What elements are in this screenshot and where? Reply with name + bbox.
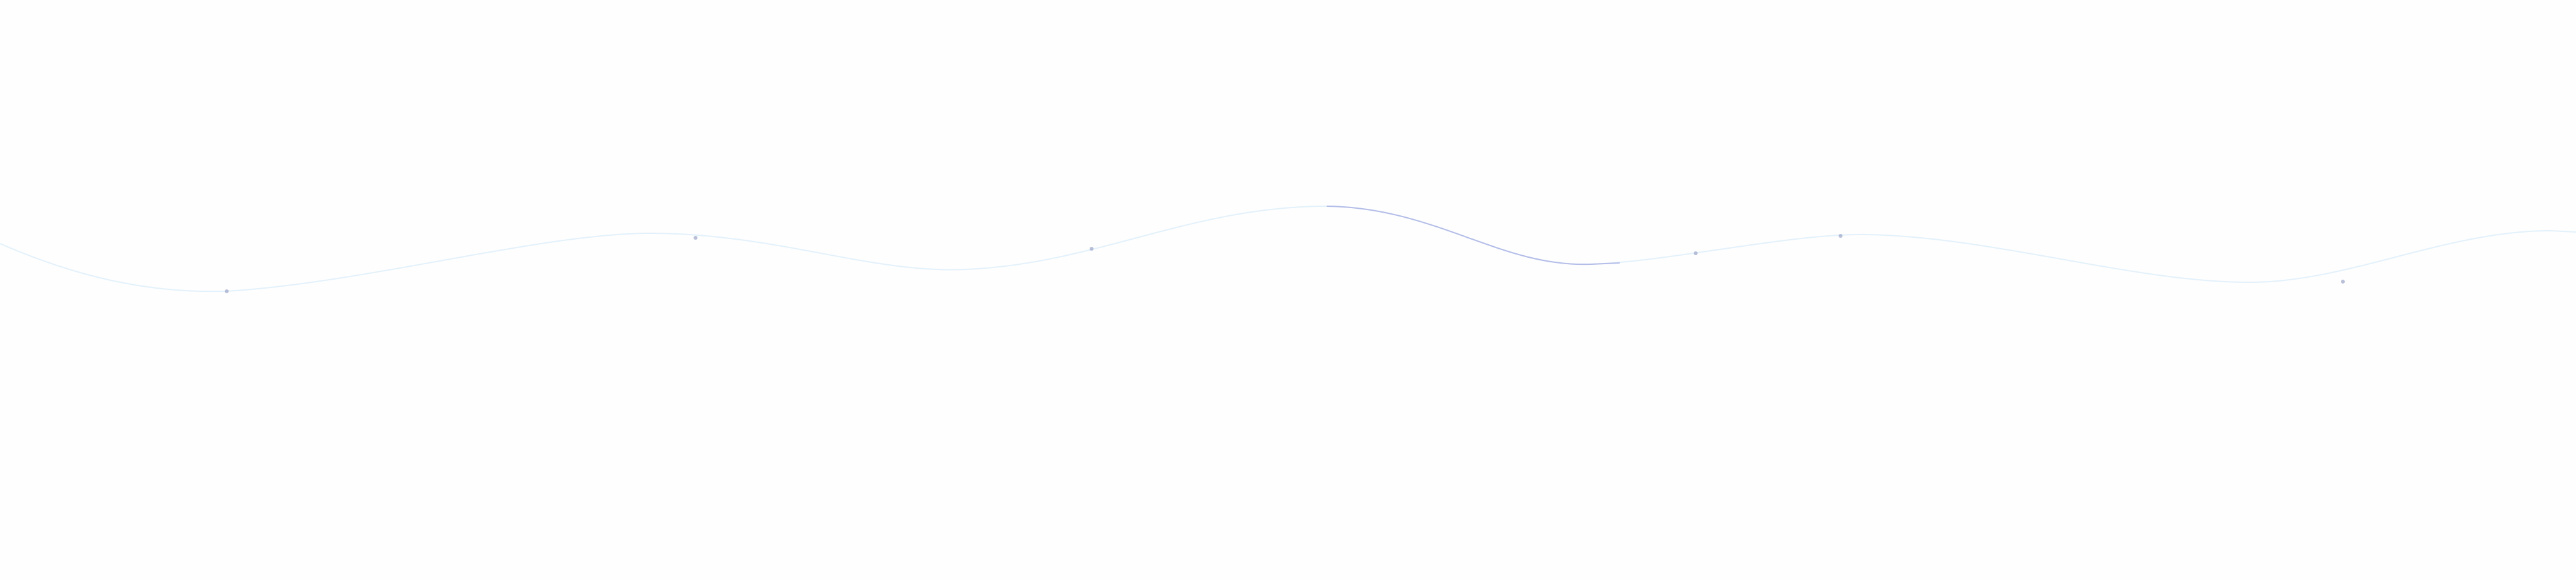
wave-marker bbox=[225, 289, 229, 293]
wave-marker bbox=[694, 236, 697, 240]
wave-line bbox=[0, 205, 2576, 293]
wave-marker bbox=[2341, 280, 2345, 284]
wave-marker bbox=[1090, 247, 1094, 251]
wave-line-highlight bbox=[1326, 206, 1620, 266]
wave-marker bbox=[1839, 234, 1842, 238]
wave-marker bbox=[1694, 251, 1698, 255]
